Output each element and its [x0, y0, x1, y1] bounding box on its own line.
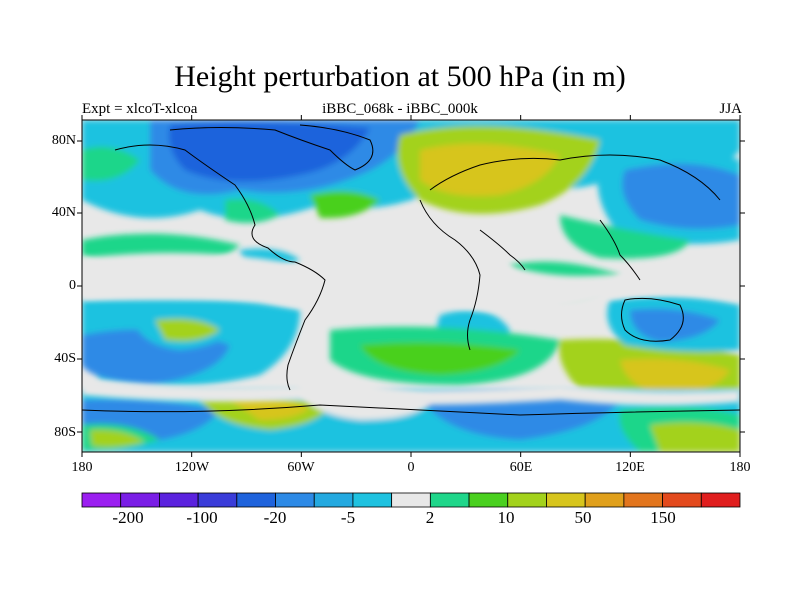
colorbar-swatch [197, 492, 238, 508]
colorbar-swatch [275, 492, 315, 508]
colorbar-swatch [81, 492, 122, 508]
colorbar-swatch [623, 492, 663, 508]
plot-title: Height perturbation at 500 hPa (in m) [174, 60, 626, 93]
axis-ticks [77, 115, 745, 457]
colorbar-swatch [120, 492, 160, 508]
colorbar-swatch [662, 492, 702, 508]
colorbar-swatch [584, 492, 625, 508]
colorbar-label: 2 [425, 508, 435, 527]
experiment-difference-label: iBBC_068k - iBBC_000k [322, 101, 478, 117]
lon-label-0: 0 [407, 460, 415, 475]
colorbar-swatch [468, 492, 509, 508]
lon-label-120e: 120E [615, 460, 645, 475]
colorbar-label: -20 [263, 508, 287, 527]
colorbar-label: 10 [497, 508, 515, 527]
experiment-label: Expt = xlcoT-xlcoa [82, 101, 198, 117]
lat-label-40s: 40S [54, 351, 76, 366]
lon-label-60e: 60E [509, 460, 533, 475]
colorbar-swatch [700, 492, 741, 508]
colorbar-label: -100 [186, 508, 218, 527]
lat-label-equator: 0 [69, 278, 76, 293]
colorbar [81, 492, 741, 508]
season-label: JJA [719, 101, 742, 117]
colorbar-swatch [546, 492, 586, 508]
height-field [82, 120, 740, 452]
lon-label-60w: 60W [287, 460, 315, 475]
coastlines [82, 124, 740, 416]
lon-label-120w: 120W [174, 460, 210, 475]
lat-label-40n: 40N [51, 205, 76, 220]
colorbar-label: -5 [340, 508, 356, 527]
colorbar-label: 50 [574, 508, 592, 527]
colorbar-swatch [507, 492, 547, 508]
colorbar-swatch [429, 492, 470, 508]
lat-label-80s: 80S [54, 425, 76, 440]
colorbar-swatch [313, 492, 354, 508]
colorbar-swatch [236, 492, 276, 508]
colorbar-label: 150 [650, 508, 676, 527]
colorbar-swatch [352, 492, 393, 508]
lat-label-80n: 80N [51, 133, 76, 148]
colorbar-label: -200 [112, 508, 144, 527]
colorbar-swatch [391, 492, 431, 508]
colorbar-swatch [159, 492, 199, 508]
lon-label-180w: 180 [71, 460, 93, 475]
lon-label-180e: 180 [729, 460, 751, 475]
